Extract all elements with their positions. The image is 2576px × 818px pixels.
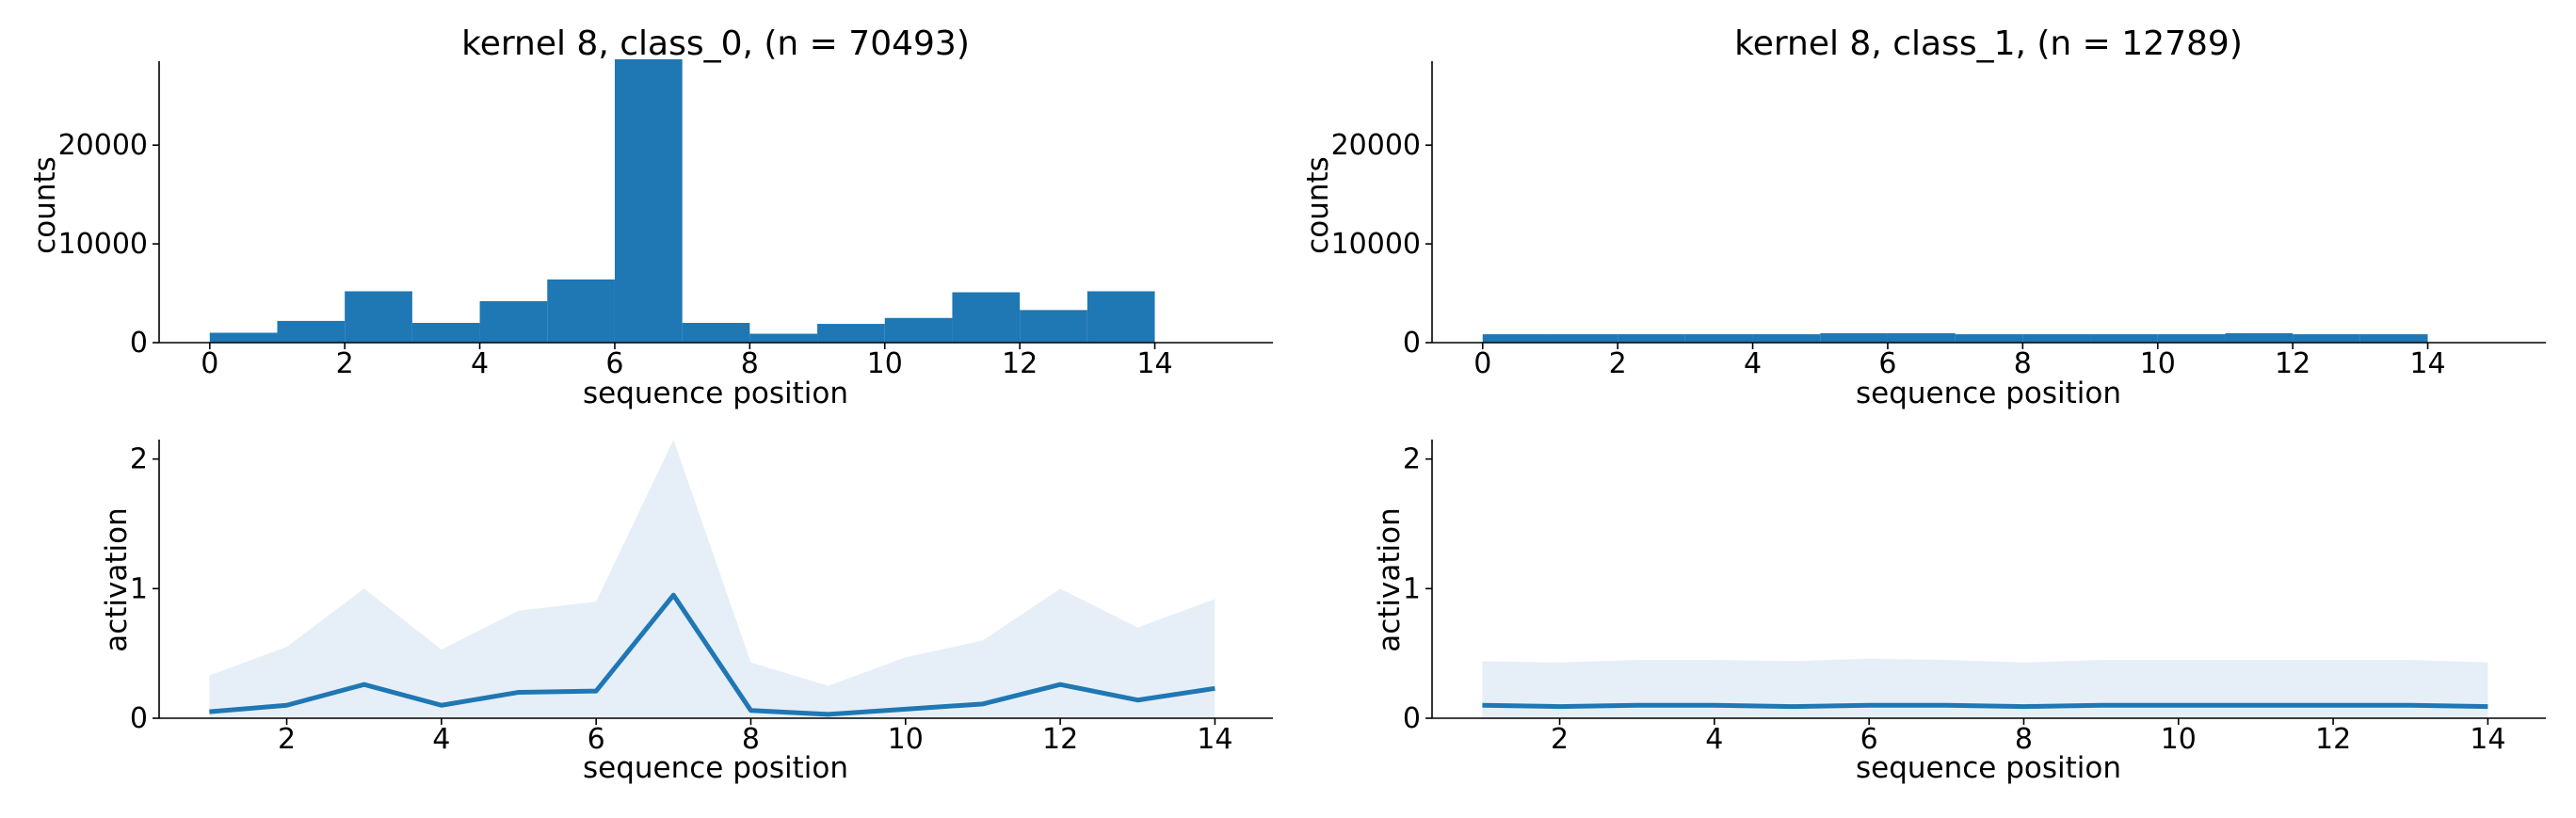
histogram-bar bbox=[209, 332, 278, 343]
x-tick-label: 14 bbox=[2409, 347, 2445, 380]
histogram-bar bbox=[2090, 334, 2158, 343]
x-tick-label: 4 bbox=[432, 723, 450, 756]
confidence-band bbox=[209, 440, 1216, 718]
histogram-bar bbox=[682, 323, 750, 343]
x-tick-label: 14 bbox=[1136, 347, 1172, 380]
x-tick-label: 2 bbox=[336, 347, 354, 380]
x-tick-label: 2 bbox=[1551, 723, 1569, 756]
x-tick-label: 6 bbox=[588, 723, 605, 756]
x-axis-label: sequence position bbox=[583, 377, 848, 410]
x-tick-label: 10 bbox=[2140, 347, 2176, 380]
x-tick-label: 14 bbox=[1197, 723, 1232, 756]
x-tick-label: 14 bbox=[2470, 723, 2505, 756]
y-tick-label: 20000 bbox=[1331, 129, 1421, 162]
histogram-bar bbox=[2293, 334, 2360, 343]
histogram-bar bbox=[1087, 291, 1155, 343]
x-tick-label: 12 bbox=[1042, 723, 1078, 756]
y-tick-label: 0 bbox=[1403, 327, 1421, 360]
x-tick-label: 10 bbox=[867, 347, 903, 380]
histogram-bar bbox=[277, 320, 346, 343]
x-tick-label: 8 bbox=[742, 723, 760, 756]
histogram-bar bbox=[1618, 334, 1685, 343]
x-tick-label: 12 bbox=[2315, 723, 2351, 756]
x-tick-label: 2 bbox=[1609, 347, 1627, 380]
x-tick-label: 8 bbox=[2014, 347, 2032, 380]
histogram-bar bbox=[952, 292, 1021, 343]
histogram-bar bbox=[1020, 310, 1087, 343]
y-axis-label: counts bbox=[1301, 156, 1335, 254]
y-axis-label: counts bbox=[28, 156, 62, 254]
histogram-bar bbox=[1887, 333, 1956, 343]
histogram-bar bbox=[817, 324, 885, 343]
histogram-bar bbox=[1752, 334, 1821, 343]
x-axis-label: sequence position bbox=[1856, 751, 2121, 785]
histogram-bar bbox=[749, 333, 818, 343]
chart-title: kernel 8, class_0, (n = 70493) bbox=[461, 24, 970, 63]
y-tick-label: 2 bbox=[130, 443, 148, 476]
y-tick-label: 2 bbox=[1403, 443, 1421, 476]
x-tick-label: 10 bbox=[888, 723, 924, 756]
y-tick-label: 1 bbox=[130, 572, 148, 605]
x-tick-label: 12 bbox=[2275, 347, 2310, 380]
histogram-bar bbox=[479, 300, 548, 343]
mean-activation-line bbox=[209, 592, 1216, 717]
histogram-bar bbox=[1955, 334, 2023, 343]
histogram-bar bbox=[345, 291, 412, 343]
histogram-bar bbox=[2022, 334, 2091, 343]
y-tick-label: 20000 bbox=[58, 129, 148, 162]
x-tick-label: 12 bbox=[1002, 347, 1038, 380]
x-tick-label: 4 bbox=[1744, 347, 1762, 380]
x-axis-label: sequence position bbox=[583, 751, 848, 785]
x-tick-label: 6 bbox=[605, 347, 623, 380]
x-tick-label: 8 bbox=[2015, 723, 2033, 756]
x-tick-label: 6 bbox=[1860, 723, 1878, 756]
x-tick-label: 0 bbox=[1473, 347, 1491, 380]
histogram-class-0: kernel 8, class_0, (n = 70493) sequence … bbox=[28, 24, 1273, 410]
y-axis-label: activation bbox=[1373, 507, 1407, 652]
histogram-bar bbox=[1820, 333, 1888, 343]
y-tick-label: 10000 bbox=[58, 228, 148, 261]
y-tick-label: 0 bbox=[1403, 702, 1421, 735]
histogram-bar bbox=[614, 59, 683, 343]
chart-title: kernel 8, class_1, (n = 12789) bbox=[1734, 24, 2243, 63]
x-tick-label: 4 bbox=[1705, 723, 1723, 756]
y-axis-label: activation bbox=[100, 507, 134, 652]
y-tick-label: 1 bbox=[1403, 572, 1421, 605]
histogram-bar bbox=[2359, 334, 2428, 343]
histogram-bar bbox=[411, 323, 480, 343]
y-tick-label: 0 bbox=[130, 702, 148, 735]
histogram-bar bbox=[1684, 334, 1753, 343]
histogram-bar bbox=[547, 279, 615, 343]
x-tick-label: 10 bbox=[2161, 723, 2197, 756]
histogram-bar bbox=[2225, 333, 2294, 343]
histogram-bar bbox=[884, 317, 953, 343]
activation-class-1: sequence position activation 2 4 6 8 10 12 140… bbox=[1373, 440, 2546, 785]
confidence-band bbox=[1482, 658, 2488, 718]
histogram-bar bbox=[1550, 334, 1618, 343]
x-tick-label: 8 bbox=[741, 347, 759, 380]
y-tick-label: 10000 bbox=[1331, 228, 1421, 261]
x-axis-label: sequence position bbox=[1856, 377, 2121, 410]
x-tick-label: 4 bbox=[471, 347, 489, 380]
x-tick-label: 0 bbox=[201, 347, 218, 380]
activation-class-0: sequence position activation 2 4 6 8 10 12 140… bbox=[100, 440, 1273, 785]
x-tick-label: 2 bbox=[278, 723, 296, 756]
x-tick-label: 6 bbox=[1878, 347, 1896, 380]
y-tick-label: 0 bbox=[130, 327, 148, 360]
histogram-bar bbox=[1482, 334, 1551, 343]
histogram-bar bbox=[2157, 334, 2226, 343]
mean-activation-line bbox=[1482, 702, 2488, 710]
histogram-class-1: kernel 8, class_1, (n = 12789) sequence … bbox=[1301, 24, 2546, 410]
